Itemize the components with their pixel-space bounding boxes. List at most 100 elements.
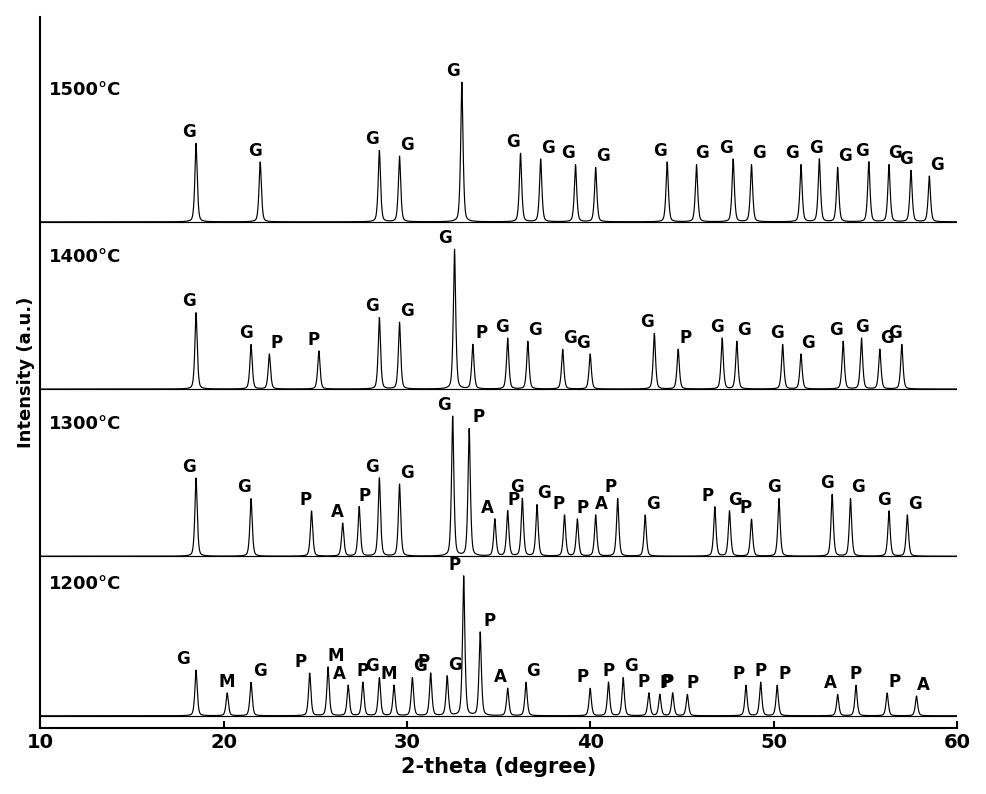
- Text: G: G: [412, 657, 426, 676]
- Text: G: G: [176, 649, 190, 668]
- Text: G: G: [446, 62, 459, 79]
- Text: P: P: [778, 665, 790, 683]
- Text: M: M: [219, 673, 236, 691]
- Text: G: G: [253, 662, 267, 680]
- Text: P: P: [448, 556, 460, 573]
- Text: G: G: [819, 474, 833, 492]
- Text: P: P: [686, 674, 698, 692]
- Text: P: P: [358, 487, 371, 504]
- Text: G: G: [540, 139, 554, 156]
- Text: M: M: [380, 665, 396, 683]
- Text: G: G: [537, 484, 550, 503]
- Text: G: G: [854, 318, 868, 336]
- Text: G: G: [623, 657, 637, 676]
- Text: P: P: [300, 491, 312, 509]
- Text: G: G: [576, 333, 589, 352]
- Text: G: G: [247, 141, 261, 160]
- Text: G: G: [399, 302, 413, 320]
- Text: P: P: [576, 668, 589, 686]
- Text: G: G: [653, 141, 667, 160]
- Text: P: P: [307, 330, 319, 349]
- Text: A: A: [595, 495, 607, 513]
- Text: A: A: [332, 665, 345, 683]
- Text: G: G: [239, 324, 252, 342]
- Text: G: G: [506, 133, 520, 151]
- Text: P: P: [659, 674, 670, 692]
- Text: G: G: [237, 478, 250, 496]
- Text: G: G: [399, 136, 413, 154]
- Text: G: G: [365, 657, 379, 676]
- Text: G: G: [728, 491, 741, 509]
- Text: P: P: [270, 333, 282, 352]
- Text: G: G: [526, 662, 539, 680]
- Text: G: G: [718, 139, 732, 156]
- Text: P: P: [552, 495, 565, 513]
- Text: G: G: [876, 491, 889, 509]
- Text: 1200°C: 1200°C: [49, 575, 121, 592]
- Text: G: G: [828, 321, 842, 339]
- Text: G: G: [808, 139, 821, 156]
- Text: 1400°C: 1400°C: [49, 248, 121, 266]
- Text: P: P: [357, 662, 369, 680]
- Text: G: G: [181, 123, 195, 141]
- Text: G: G: [438, 229, 452, 247]
- Text: G: G: [837, 148, 851, 165]
- Text: G: G: [495, 318, 509, 336]
- Y-axis label: Intensity (a.u.): Intensity (a.u.): [17, 297, 35, 448]
- Text: G: G: [694, 145, 708, 163]
- Text: P: P: [483, 612, 495, 630]
- Text: 1300°C: 1300°C: [49, 415, 121, 434]
- Text: G: G: [596, 148, 609, 165]
- Text: G: G: [365, 458, 379, 476]
- Text: G: G: [886, 324, 900, 342]
- Text: G: G: [563, 329, 576, 347]
- X-axis label: 2-theta (degree): 2-theta (degree): [400, 757, 596, 777]
- Text: G: G: [886, 145, 900, 163]
- Text: A: A: [480, 499, 493, 517]
- Text: P: P: [603, 478, 616, 496]
- Text: G: G: [365, 297, 379, 315]
- Text: G: G: [528, 321, 541, 339]
- Text: G: G: [436, 396, 450, 414]
- Text: P: P: [740, 499, 751, 517]
- Text: G: G: [801, 333, 814, 352]
- Text: P: P: [472, 408, 484, 426]
- Text: P: P: [637, 673, 649, 691]
- Text: P: P: [732, 665, 744, 683]
- Text: G: G: [709, 318, 723, 336]
- Text: G: G: [751, 145, 765, 163]
- Text: G: G: [769, 324, 783, 342]
- Text: G: G: [907, 495, 921, 513]
- Text: P: P: [601, 662, 614, 680]
- Text: G: G: [850, 478, 864, 496]
- Text: P: P: [294, 653, 307, 671]
- Text: P: P: [754, 662, 766, 680]
- Text: A: A: [330, 503, 343, 521]
- Text: G: G: [640, 313, 654, 331]
- Text: G: G: [880, 329, 893, 347]
- Text: P: P: [887, 673, 899, 691]
- Text: G: G: [510, 478, 524, 496]
- Text: P: P: [475, 324, 488, 342]
- Text: G: G: [766, 478, 780, 496]
- Text: G: G: [448, 656, 460, 674]
- Text: G: G: [929, 156, 943, 174]
- Text: P: P: [417, 653, 429, 671]
- Text: P: P: [849, 665, 861, 683]
- Text: A: A: [823, 674, 836, 692]
- Text: G: G: [737, 321, 750, 339]
- Text: P: P: [678, 329, 691, 347]
- Text: A: A: [916, 676, 930, 694]
- Text: G: G: [645, 495, 659, 513]
- Text: 1500°C: 1500°C: [49, 81, 121, 98]
- Text: G: G: [854, 141, 868, 160]
- Text: P: P: [576, 499, 589, 517]
- Text: P: P: [701, 487, 713, 504]
- Text: G: G: [897, 150, 911, 168]
- Text: G: G: [399, 464, 413, 482]
- Text: G: G: [784, 145, 798, 163]
- Text: P: P: [661, 673, 672, 691]
- Text: P: P: [507, 491, 519, 509]
- Text: G: G: [561, 145, 575, 163]
- Text: G: G: [181, 292, 195, 310]
